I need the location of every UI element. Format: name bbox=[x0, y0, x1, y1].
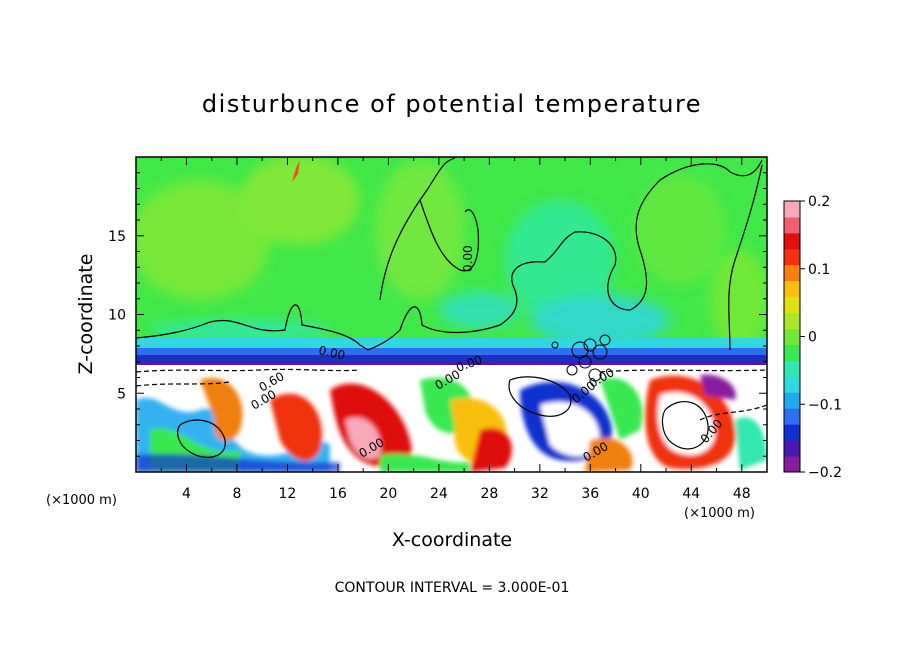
contour-label: 0.00 bbox=[461, 245, 475, 272]
y-tick-label: 10 bbox=[108, 308, 126, 324]
x-tick-labels: 4 8 12 16 20 24 28 32 36 40 44 48 bbox=[182, 486, 751, 502]
x-tick-label: 20 bbox=[379, 486, 397, 502]
colorbar-swatch bbox=[784, 328, 800, 345]
colorbar-label: 0 bbox=[808, 330, 817, 346]
colorbar-swatch bbox=[784, 216, 800, 234]
band-blue bbox=[136, 348, 767, 357]
colorbar-labels: 0.2 0.1 0 −0.1 −0.2 bbox=[808, 194, 842, 481]
x-unit-label: (×1000 m) bbox=[684, 506, 755, 521]
colorbar-label: 0.2 bbox=[808, 194, 830, 210]
band-dark bbox=[136, 355, 767, 363]
colorbar-swatch bbox=[784, 376, 800, 393]
x-tick-label: 16 bbox=[329, 486, 347, 502]
colorbar-swatch bbox=[784, 408, 800, 425]
colorbar-label: −0.2 bbox=[808, 465, 842, 481]
upper-field-texture bbox=[136, 157, 767, 350]
band-purple bbox=[136, 361, 767, 365]
contour-label: 0.00 bbox=[317, 343, 346, 362]
contour-loop-left bbox=[177, 419, 226, 458]
contour-lines bbox=[136, 157, 767, 458]
colorbar-swatch bbox=[784, 296, 800, 314]
x-tick-label: 48 bbox=[733, 486, 751, 502]
colorbar bbox=[784, 201, 800, 473]
x-tick-label: 24 bbox=[430, 486, 448, 502]
colorbar-swatch bbox=[784, 456, 800, 473]
y-tick-label: 5 bbox=[117, 386, 126, 402]
colorbar-label: −0.1 bbox=[808, 397, 842, 413]
y-tick-label: 15 bbox=[108, 229, 126, 245]
x-tick-label: 32 bbox=[531, 486, 549, 502]
colorbar-swatch bbox=[784, 312, 800, 330]
x-tick-label: 36 bbox=[581, 486, 599, 502]
colorbar-swatch bbox=[784, 264, 800, 282]
colorbar-swatch bbox=[784, 424, 800, 441]
contour-zero-dome bbox=[379, 157, 480, 301]
colorbar-label: 0.1 bbox=[808, 262, 830, 278]
contour-cluster bbox=[551, 334, 611, 382]
x-tick-label: 4 bbox=[182, 486, 191, 502]
contour-loop-vortex bbox=[661, 401, 709, 450]
hotspot-top bbox=[292, 160, 300, 182]
colorbar-swatch bbox=[784, 248, 800, 266]
contour-negative-lower bbox=[136, 368, 767, 421]
band-cyan bbox=[136, 338, 767, 350]
colorbar-swatch bbox=[784, 201, 800, 218]
contour-zero-right bbox=[728, 164, 763, 351]
colorbar-swatch bbox=[784, 280, 800, 298]
contour-loop-center bbox=[508, 376, 572, 417]
x-axis-title: X-coordinate bbox=[392, 529, 512, 551]
x-tick-label: 8 bbox=[232, 486, 241, 502]
colorbar-ticks bbox=[800, 200, 805, 473]
x-tick-label: 12 bbox=[279, 486, 297, 502]
x-tick-label: 28 bbox=[480, 486, 498, 502]
colorbar-swatch bbox=[784, 360, 800, 377]
x-tick-label: 44 bbox=[682, 486, 700, 502]
lower-field-structures bbox=[136, 374, 767, 472]
colorbar-swatch bbox=[784, 440, 800, 457]
colorbar-swatch bbox=[784, 392, 800, 409]
y-axis-ticks bbox=[136, 172, 767, 457]
colorbar-swatch bbox=[784, 344, 800, 361]
plot-area bbox=[136, 157, 767, 472]
x-tick-label: 40 bbox=[632, 486, 650, 502]
x-axis-ticks bbox=[160, 157, 743, 472]
contour-zero-upper bbox=[136, 159, 763, 351]
y-unit-label: (×1000 m) bbox=[46, 493, 117, 508]
y-axis-title: Z-coordinate bbox=[75, 254, 97, 375]
y-tick-labels: 5 10 15 bbox=[108, 229, 126, 403]
chart-title: disturbunce of potential temperature bbox=[202, 90, 702, 118]
colorbar-swatch bbox=[784, 232, 800, 250]
contour-interval-text: CONTOUR INTERVAL = 3.000E-01 bbox=[335, 580, 570, 596]
